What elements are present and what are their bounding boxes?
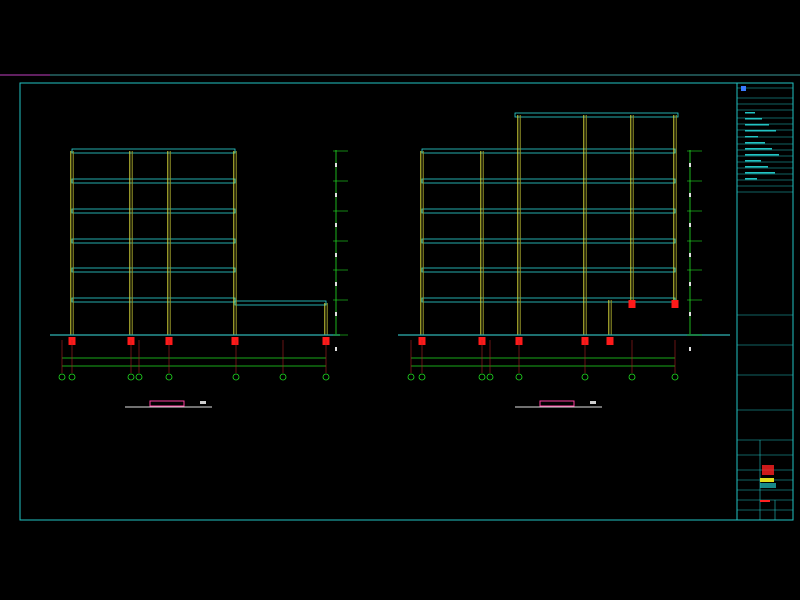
grid-bubble	[486, 373, 494, 381]
floor-beam	[421, 238, 676, 244]
foundation-footing	[231, 337, 239, 345]
title-block-text	[745, 124, 769, 126]
title-block-text	[745, 178, 757, 180]
grid-bubble	[671, 373, 679, 381]
foundation-footing	[671, 300, 679, 308]
elevation-tick	[335, 347, 337, 351]
grid-bubble	[407, 373, 415, 381]
foundation-footing	[606, 337, 614, 345]
floor-beam	[421, 148, 676, 154]
foundation-footing	[628, 300, 636, 308]
title-block-text	[745, 118, 762, 120]
elevation-tick	[335, 223, 337, 227]
elevation-tick	[335, 253, 337, 257]
title-block-text	[745, 172, 775, 174]
elevation-tick	[689, 223, 691, 227]
drawing-scale	[590, 401, 596, 404]
approval-stamp-cyan	[760, 483, 776, 488]
title-block-text	[745, 154, 779, 156]
elevation-tick	[689, 253, 691, 257]
elevation-tick	[689, 347, 691, 351]
drawing-scale	[200, 401, 206, 404]
grid-bubble	[279, 373, 287, 381]
title-block-text	[745, 112, 755, 114]
title-block-text	[745, 142, 765, 144]
floor-beam	[71, 267, 236, 273]
elevation-tick	[335, 193, 337, 197]
title-block-text	[745, 160, 761, 162]
grid-bubble	[628, 373, 636, 381]
approval-stamp	[762, 465, 774, 475]
right-elevation	[407, 373, 679, 381]
drawing-title	[149, 400, 185, 407]
elevation-tick	[335, 163, 337, 167]
floor-beam	[71, 238, 236, 244]
grid-bubble	[418, 373, 426, 381]
floor-beam	[234, 300, 327, 306]
floor-beam	[71, 148, 236, 154]
grid-bubble	[127, 373, 135, 381]
grid-bubble	[515, 373, 523, 381]
elevation-tick	[689, 163, 691, 167]
drawing-border	[19, 82, 794, 521]
grid-bubble	[165, 373, 173, 381]
floor-beam	[421, 208, 676, 214]
title-block-text	[745, 136, 758, 138]
floor-beam	[71, 208, 236, 214]
title-block-text	[745, 166, 768, 168]
elevation-tick	[689, 282, 691, 286]
title-block-text	[745, 148, 772, 150]
title-block-text	[745, 130, 776, 132]
floor-beam	[71, 297, 236, 303]
floor-beam	[514, 112, 679, 118]
elevation-tick	[335, 282, 337, 286]
grid-bubble	[232, 373, 240, 381]
grid-bubble	[58, 373, 66, 381]
elevation-tick	[689, 312, 691, 316]
left-elevation	[58, 373, 330, 381]
approval-stamp-yellow	[760, 478, 774, 482]
grid-bubble	[322, 373, 330, 381]
floor-beam	[421, 178, 676, 184]
floor-beam	[421, 297, 676, 303]
floor-beam	[421, 267, 676, 273]
grid-bubble	[135, 373, 143, 381]
floor-beam	[71, 178, 236, 184]
title-block-red-text	[760, 500, 770, 502]
grid-bubble	[581, 373, 589, 381]
grid-bubble	[478, 373, 486, 381]
grid-bubble	[68, 373, 76, 381]
company-logo	[741, 86, 746, 91]
elevation-tick	[689, 193, 691, 197]
elevation-tick	[335, 312, 337, 316]
drawing-title	[539, 400, 575, 407]
